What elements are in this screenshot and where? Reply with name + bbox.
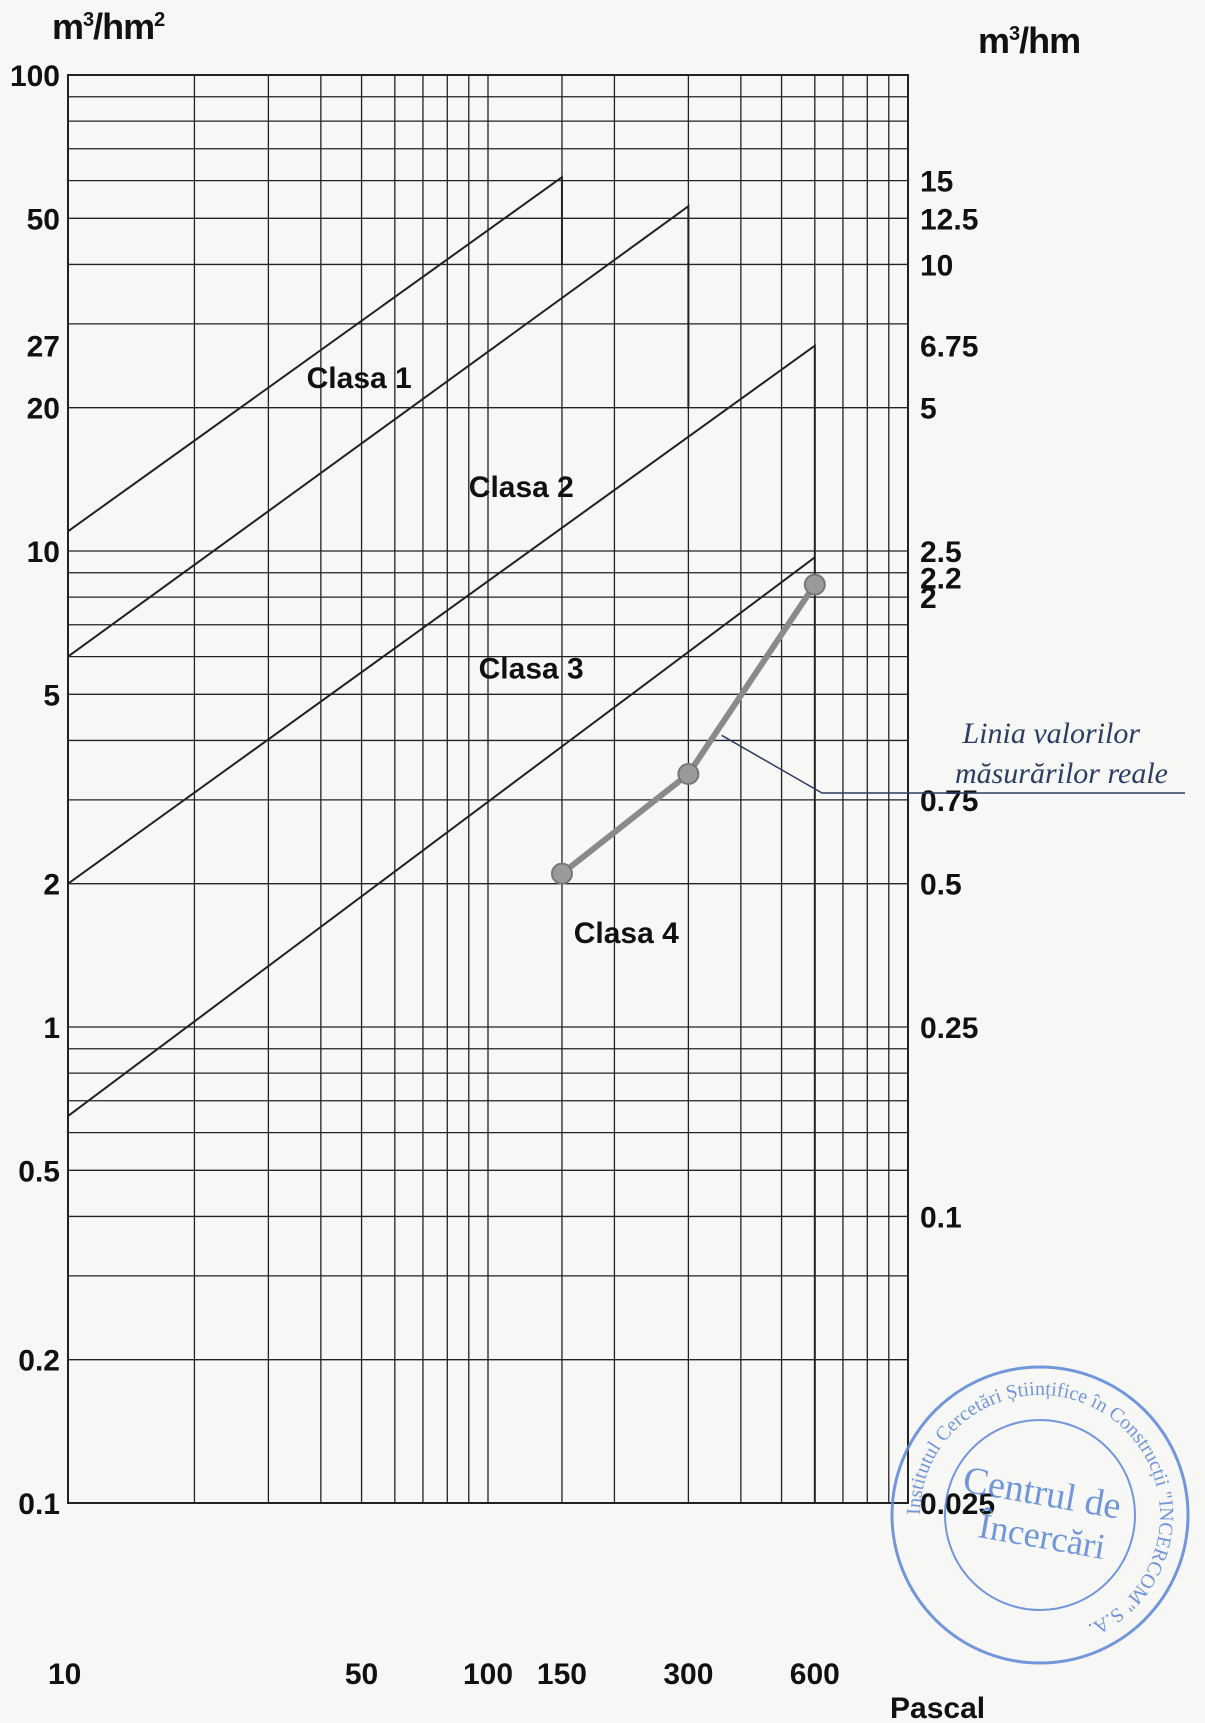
annotation-line1: Linia valorilor — [961, 717, 1140, 750]
measured-point-0 — [550, 862, 573, 885]
left-tick-label-4: 10 — [27, 536, 60, 569]
x-axis-unit: Pascal — [890, 1692, 985, 1723]
class-line-2 — [67, 204, 690, 658]
class-label-4: Clasa 4 — [574, 917, 679, 950]
x-tick-label-0: 10 — [48, 1658, 81, 1691]
plot-frame — [67, 74, 909, 1504]
annotation-leader-line — [721, 734, 1185, 794]
measured-annotation: Linia valorilor măsurărilor reale — [721, 717, 1185, 794]
left-tick-labels: 100 50 27 20 10 5 2 1 0.5 0.2 0.1 — [10, 60, 60, 1521]
class-line-4 — [67, 556, 816, 1117]
right-tick-label-0: 15 — [920, 166, 953, 199]
right-tick-label-7: 2 — [920, 582, 937, 615]
measured-point-1 — [677, 763, 700, 786]
left-tick-label-9: 0.2 — [18, 1345, 60, 1378]
right-tick-label-10: 0.25 — [920, 1012, 978, 1045]
annotation-line2: măsurărilor reale — [955, 757, 1168, 790]
right-axis-unit: m3/hm — [978, 20, 1081, 61]
grid-lines — [67, 74, 909, 1504]
x-tick-label-2: 100 — [463, 1658, 513, 1691]
measured-series — [550, 573, 826, 885]
right-tick-label-4: 5 — [920, 393, 937, 426]
left-tick-label-10: 0.1 — [18, 1488, 60, 1521]
left-tick-label-6: 2 — [43, 869, 60, 902]
left-axis-unit: m3/hm2 — [52, 6, 165, 47]
left-tick-label-2: 27 — [27, 331, 60, 364]
class-line-1 — [67, 175, 563, 533]
left-tick-label-1: 50 — [27, 203, 60, 236]
right-tick-label-5: 2.5 — [920, 536, 962, 569]
right-tick-label-1: 12.5 — [920, 203, 978, 236]
measured-point-2 — [803, 573, 826, 596]
stamp-outer-circle — [890, 1365, 1190, 1665]
left-tick-label-0: 100 — [10, 60, 60, 93]
right-tick-label-6: 2.2 — [920, 562, 962, 595]
stamp-inner-circle — [944, 1419, 1136, 1611]
x-tick-label-3: 150 — [537, 1658, 587, 1691]
class-label-2: Clasa 2 — [469, 471, 574, 504]
x-tick-labels: 10 50 100 150 300 600 — [48, 1658, 840, 1691]
class-boundary-lines — [67, 175, 816, 1503]
left-tick-label-7: 1 — [43, 1012, 60, 1045]
x-tick-label-4: 300 — [663, 1658, 713, 1691]
right-tick-label-3: 6.75 — [920, 331, 978, 364]
right-tick-label-8: 0.75 — [920, 785, 978, 818]
left-tick-label-3: 20 — [27, 393, 60, 426]
class-labels: Clasa 1 Clasa 2 Clasa 3 Clasa 4 — [307, 362, 679, 950]
x-tick-label-1: 50 — [345, 1658, 378, 1691]
right-tick-label-2: 10 — [920, 249, 953, 282]
class-line-3 — [67, 343, 816, 1503]
x-tick-label-5: 600 — [790, 1658, 840, 1691]
class-label-3: Clasa 3 — [479, 652, 584, 685]
right-tick-label-11: 0.1 — [920, 1201, 962, 1234]
left-tick-label-5: 5 — [43, 679, 60, 712]
class-label-1: Clasa 1 — [307, 362, 412, 395]
right-tick-labels: 15 12.5 10 6.75 5 2.52.22 0.75 0.5 0.25 0.1 0.025 — [920, 166, 995, 1521]
right-tick-label-9: 0.5 — [920, 869, 962, 902]
right-tick-label-12: 0.025 — [920, 1488, 995, 1521]
left-tick-label-8: 0.5 — [18, 1155, 60, 1188]
